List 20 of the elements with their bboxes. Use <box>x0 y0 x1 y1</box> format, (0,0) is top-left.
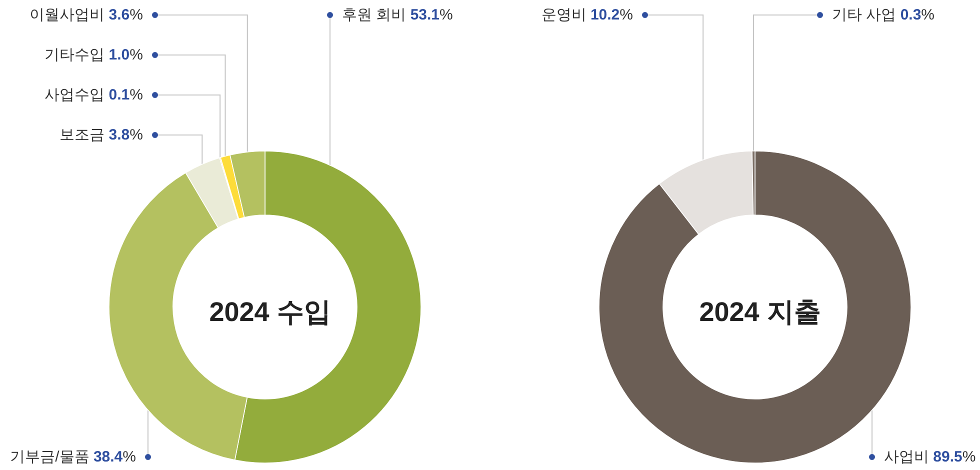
data-label: 53.1% <box>410 6 453 24</box>
slice-label: 사업비 <box>884 448 934 466</box>
data-label: 38.4% <box>93 448 136 466</box>
data-label: 0.3% <box>900 6 935 24</box>
slice-label: 기타수입 <box>44 46 109 64</box>
slice-label: 운영비 <box>541 6 590 24</box>
text: 2024 수입 <box>209 297 331 327</box>
data-label: 1.0% <box>108 46 144 64</box>
slice-label: 기타 사업 <box>832 6 900 24</box>
data-label: 0.1% <box>108 86 144 104</box>
data-label: 3.6% <box>108 6 144 24</box>
slice-label: 사업수입 <box>44 86 109 104</box>
data-label: 89.5% <box>933 448 976 466</box>
data-label: 10.2% <box>590 6 634 24</box>
text: 2024 지출 <box>699 297 821 327</box>
slice-label: 이월사업비 <box>30 6 109 24</box>
slice-label: 보조금 <box>60 126 109 144</box>
slice-label: 후원 회비 <box>342 6 410 24</box>
slice-label: 기부금/물품 <box>10 448 94 466</box>
data-label: 3.8% <box>108 126 144 144</box>
